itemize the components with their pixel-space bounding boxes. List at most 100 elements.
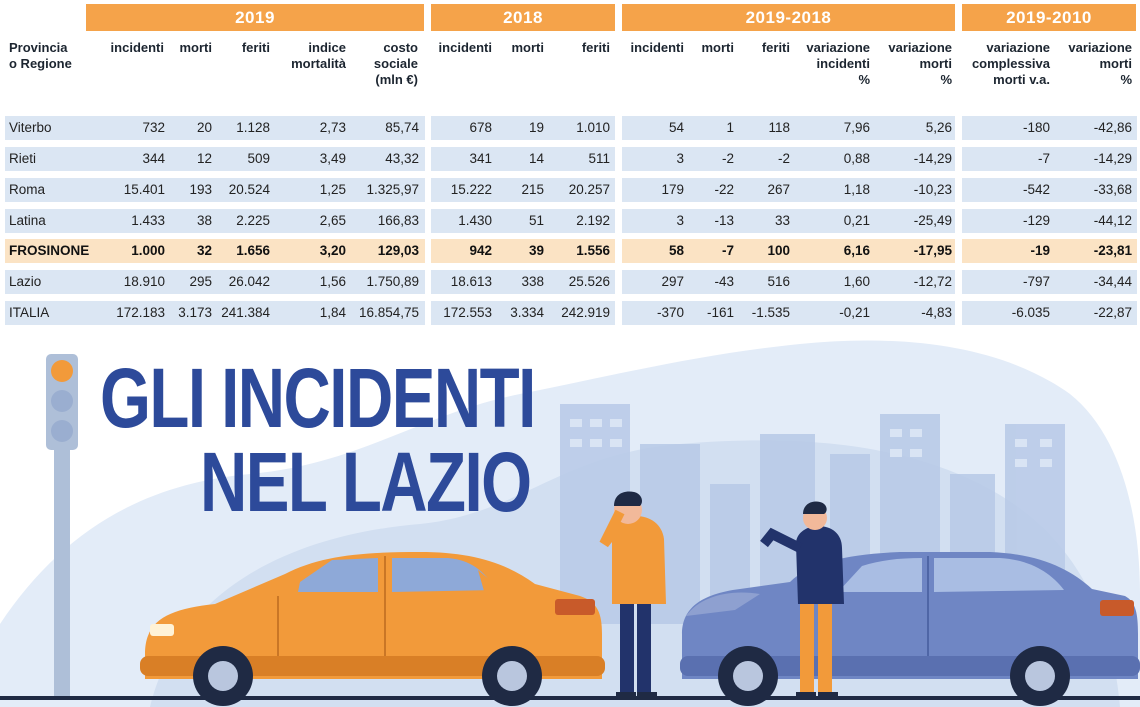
row-background [962,178,1137,202]
cell-feriti-diff: -1.535 [751,305,790,320]
cell-provincia: Roma [9,182,46,197]
row-background [431,209,615,233]
cell-costo-sociale: 85,74 [385,120,419,135]
cell-incidenti-2019: 15.401 [123,182,165,197]
cell-feriti-2018: 511 [588,151,610,166]
cell-indice-mortalita: 3,49 [319,151,346,166]
cell-morti-2018: 39 [528,243,544,258]
cell-morti-2018: 51 [528,213,544,228]
cell-feriti-2018: 2.192 [576,213,610,228]
row-background [962,209,1137,233]
cell-feriti-diff: 100 [767,243,790,258]
cell-feriti-2019: 1.128 [236,120,270,135]
row-background [622,147,955,171]
cell-morti-diff: -7 [721,243,734,258]
cell-feriti-2018: 1.556 [576,243,610,258]
cell-provincia: Rieti [9,151,37,166]
cell-feriti-diff: 267 [767,182,790,197]
row-background [622,178,955,202]
cell-indice-mortalita: 1,84 [319,305,346,320]
cell-morti-2019: 12 [196,151,212,166]
cell-indice-mortalita: 1,56 [319,274,346,289]
col-header-variazione-complessiva: variazione complessiva morti v.a. [971,40,1050,87]
table-row: Roma 15.401 193 20.524 1,25 1.325,97 15.222 215… [5,178,1137,202]
cell-variazione-morti: -10,23 [913,182,952,197]
cell-morti-diff: -22 [714,182,734,197]
table-row: FROSINONE 1.000 32 1.656 3,20 129,03 942 39 1.55… [5,239,1137,263]
row-background [431,116,615,140]
group-header-2019: 2019 [86,4,424,31]
cell-variazione-morti: -4,83 [921,305,952,320]
cell-provincia: Latina [9,213,46,228]
cell-provincia: Lazio [9,274,42,289]
cell-feriti-diff: 516 [767,274,790,289]
cell-variazione-incidenti: 7,96 [843,120,870,135]
cell-variazione-morti: -17,95 [913,243,952,258]
traffic-light [46,354,78,696]
cell-morti-diff: -43 [714,274,734,289]
row-background [622,239,955,263]
traffic-light-orange-lamp [51,360,73,382]
cell-morti-2018: 3.334 [510,305,544,320]
row-background [431,270,615,294]
cell-variazione-incidenti: 1,18 [843,182,870,197]
cell-feriti-2018: 1.010 [576,120,610,135]
cell-indice-mortalita: 2,73 [319,120,346,135]
cell-costo-sociale: 16.854,75 [358,305,419,320]
cell-incidenti-2019: 1.433 [131,213,165,228]
row-background [431,147,615,171]
col-header-indice-mortalita: indice mortalità [291,40,346,71]
row-background [622,116,955,140]
row-background [962,147,1137,171]
table-row: Rieti 344 12 509 3,49 43,32 341 14 511 3 -2 -2 0,88 -… [5,147,1137,171]
cell-morti-2019: 295 [189,274,212,289]
cell-feriti-diff: 33 [774,213,790,228]
cell-costo-sociale: 1.325,97 [366,182,419,197]
cell-morti-2018: 338 [521,274,544,289]
table-row: Viterbo 732 20 1.128 2,73 85,74 678 19 1.010 54 1 1… [5,116,1137,140]
cell-feriti-2018: 20.257 [568,182,610,197]
cell-feriti-2019: 241.384 [221,305,270,320]
person-dark-jacket [760,501,844,698]
cell-feriti-diff: 118 [768,120,790,135]
cell-variazione-incidenti: 1,60 [843,274,870,289]
col-header-incidenti-diff: incidenti [630,40,684,55]
cell-provincia: ITALIA [9,305,50,320]
row-background [5,147,425,171]
cell-variazione-morti-2010: -33,68 [1093,182,1132,197]
cell-morti-diff: -161 [706,305,734,320]
col-header-morti-2019: morti [179,40,213,55]
col-header-morti-2018: morti [511,40,545,55]
cell-variazione-morti-2010: -14,29 [1093,151,1132,166]
col-header-feriti-diff: feriti [761,40,790,55]
group-header-2019-2010: 2019-2010 [962,4,1136,31]
person-orange-jacket [599,491,666,698]
cell-morti-diff: -2 [721,151,734,166]
cell-incidenti-diff: 58 [668,243,684,258]
cell-feriti-2018: 242.919 [561,305,610,320]
cell-feriti-2019: 20.524 [228,182,270,197]
table-row: Lazio 18.910 295 26.042 1,56 1.750,89 18.613 33… [5,270,1137,294]
cell-morti-2018: 14 [528,151,544,166]
cell-incidenti-2019: 18.910 [123,274,165,289]
cell-morti-2018: 215 [521,182,544,197]
cell-incidenti-diff: -370 [656,305,684,320]
cell-variazione-incidenti: 6,16 [843,243,870,258]
row-background [962,270,1137,294]
cell-costo-sociale: 129,03 [377,243,419,258]
cell-incidenti-2018: 172.553 [443,305,492,320]
cell-feriti-2019: 26.042 [228,274,270,289]
cell-indice-mortalita: 1,25 [319,182,346,197]
col-header-variazione-incidenti: variazione incidenti % [806,40,870,87]
cell-feriti-2019: 1.656 [236,243,270,258]
cell-variazione-incidenti: -0,21 [839,305,870,320]
cell-variazione-complessiva: -797 [1022,274,1050,289]
row-background [431,301,615,325]
cell-incidenti-2019: 172.183 [116,305,165,320]
cell-provincia: FROSINONE [9,243,90,258]
row-background [5,116,425,140]
headline-line-1: GLI INCIDENTI [100,356,536,440]
row-background [622,209,955,233]
cell-incidenti-2018: 341 [469,151,492,166]
cell-variazione-morti-2010: -42,86 [1093,120,1132,135]
